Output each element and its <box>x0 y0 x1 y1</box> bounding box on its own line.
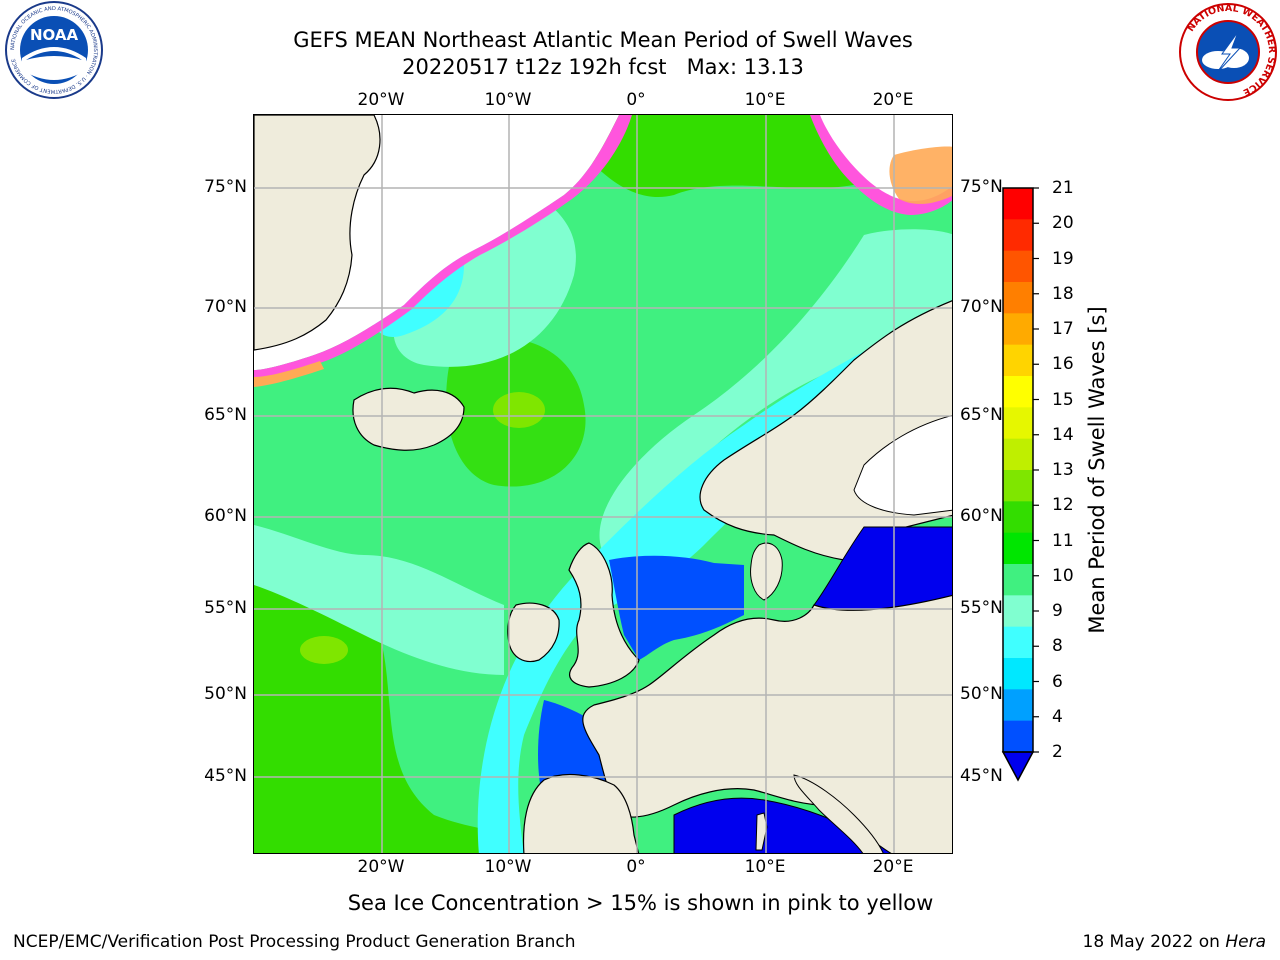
lat-label-left-70n: 70°N <box>204 297 247 317</box>
colorbar-bin-6 <box>1003 376 1033 408</box>
colorbar-bin-14 <box>1003 626 1033 659</box>
swell-zone-yellowgreen <box>493 392 545 428</box>
colorbar-bin-3 <box>1003 282 1033 314</box>
lon-label-top-0: 0° <box>626 90 646 110</box>
lat-label-right-45n: 45°N <box>960 766 1003 786</box>
colorbar-extend-arrow <box>1001 751 1035 782</box>
footer-date: 18 May 2022 on Hera <box>1083 932 1267 952</box>
land-finland-ice <box>853 415 952 516</box>
footer-branch: NCEP/EMC/Verification Post Processing Pr… <box>13 932 576 952</box>
lon-label-top-20w: 20°W <box>357 90 405 110</box>
colorbar-label: Mean Period of Swell Waves [s] <box>1085 306 1109 634</box>
graticule <box>254 115 952 853</box>
lon-label-top-10e: 10°E <box>744 90 786 110</box>
map-title: GEFS MEAN Northeast Atlantic Mean Period… <box>293 28 913 52</box>
colorbar-bin-11 <box>1003 532 1033 565</box>
ice-edge-svalbard-orange <box>889 146 952 204</box>
colorbar-bin-7 <box>1003 407 1033 440</box>
footer-host: Hera <box>1225 932 1266 952</box>
colorbar-tick-label: 21 <box>1052 178 1074 198</box>
lat-label-right-50n: 50°N <box>960 684 1003 704</box>
lon-label-top-20e: 20°E <box>872 90 914 110</box>
colorbar-tick-label: 13 <box>1052 460 1074 480</box>
ice-edge-svalbard-pink <box>810 115 952 215</box>
colorbar-tick-label: 14 <box>1052 424 1074 445</box>
colorbar-tick-label: 11 <box>1052 530 1074 551</box>
colorbar-bin-10 <box>1003 501 1033 534</box>
swell-zone-mid-band <box>393 175 952 555</box>
colorbar-bin-9 <box>1003 470 1033 502</box>
colorbar-tick-label: 10 <box>1052 565 1074 586</box>
swell-zone-long-north <box>584 115 862 197</box>
colorbar-bin-0 <box>1003 188 1033 220</box>
land-continental-europe <box>582 594 952 853</box>
swell-zone-mid-south <box>254 525 504 675</box>
colorbar <box>1001 187 1039 782</box>
lon-label-bottom-10w: 10°W <box>484 857 532 877</box>
colorbar-bin-16 <box>1003 689 1033 722</box>
colorbar-tick-label: 8 <box>1052 636 1063 657</box>
footer-date-text: 18 May 2022 on <box>1082 932 1226 952</box>
map-subtitle-forecast: 20220517 t12z 192h fcst Max: 13.13 <box>402 55 804 79</box>
colorbar-tick-label: 17 <box>1052 319 1074 339</box>
land-greenland <box>254 115 381 351</box>
lat-label-left-55n: 55°N <box>204 598 247 618</box>
lat-label-right-75n: 75°N <box>960 177 1003 197</box>
lon-label-bottom-20e: 20°E <box>872 857 914 877</box>
lon-label-bottom-20w: 20°W <box>357 857 405 877</box>
colorbar-bin-1 <box>1003 219 1033 252</box>
lon-label-bottom-0: 0° <box>626 857 646 877</box>
colorbar-tick-label: 2 <box>1052 742 1063 762</box>
lon-label-bottom-10e: 10°E <box>744 857 786 877</box>
colorbar-tick-label: 18 <box>1052 283 1074 304</box>
swell-zone-yellowgreen-sw <box>300 636 348 664</box>
lat-label-left-50n: 50°N <box>204 684 247 704</box>
noaa-logo: NOAA NATIONAL OCEANIC AND ATMOSPHERIC AD… <box>5 1 103 99</box>
lat-label-right-60n: 60°N <box>960 506 1003 526</box>
nws-logo: NATIONAL WEATHER SERVICE <box>1179 3 1277 101</box>
lat-label-right-65n: 65°N <box>960 405 1003 425</box>
land-iberia <box>522 774 640 853</box>
lat-label-right-55n: 55°N <box>960 598 1003 618</box>
lat-label-left-65n: 65°N <box>204 405 247 425</box>
colorbar-tick-label: 12 <box>1052 495 1074 516</box>
colorbar-bin-15 <box>1003 658 1033 690</box>
noaa-logo-text: NOAA <box>30 26 79 44</box>
land-iceland <box>352 387 465 451</box>
sea-ice-note: Sea Ice Concentration > 15% is shown in … <box>347 891 934 915</box>
lat-label-left-60n: 60°N <box>204 506 247 526</box>
swell-zone-short-northsea <box>609 555 744 660</box>
lat-label-right-70n: 70°N <box>960 297 1003 317</box>
colorbar-bin-8 <box>1003 438 1033 471</box>
land-corsica-sardinia <box>755 812 768 851</box>
land-italy <box>793 774 884 853</box>
land-britain <box>568 542 640 688</box>
colorbar-bin-4 <box>1003 313 1033 346</box>
colorbar-tick-label: 4 <box>1052 706 1063 727</box>
colorbar-bin-5 <box>1003 344 1033 377</box>
colorbar-tick-label: 16 <box>1052 354 1074 375</box>
sea-mediterranean <box>673 797 892 853</box>
lat-label-left-45n: 45°N <box>204 766 247 786</box>
colorbar-bin-13 <box>1003 595 1033 628</box>
colorbar-tick-label: 19 <box>1052 248 1074 269</box>
colorbar-tick-label: 15 <box>1052 389 1074 410</box>
colorbar-tick-label: 20 <box>1052 213 1074 234</box>
colorbar-bin-12 <box>1003 564 1033 596</box>
colorbar-tick-label: 6 <box>1052 671 1063 692</box>
map-panel <box>253 114 953 854</box>
colorbar-tick-label: 9 <box>1052 601 1063 621</box>
colorbar-bin-2 <box>1003 250 1033 283</box>
ice-edge-orange <box>254 361 324 387</box>
lat-label-left-75n: 75°N <box>204 177 247 197</box>
lon-label-top-10w: 10°W <box>484 90 532 110</box>
colorbar-bin-17 <box>1003 720 1033 753</box>
swell-period-map <box>254 115 952 853</box>
